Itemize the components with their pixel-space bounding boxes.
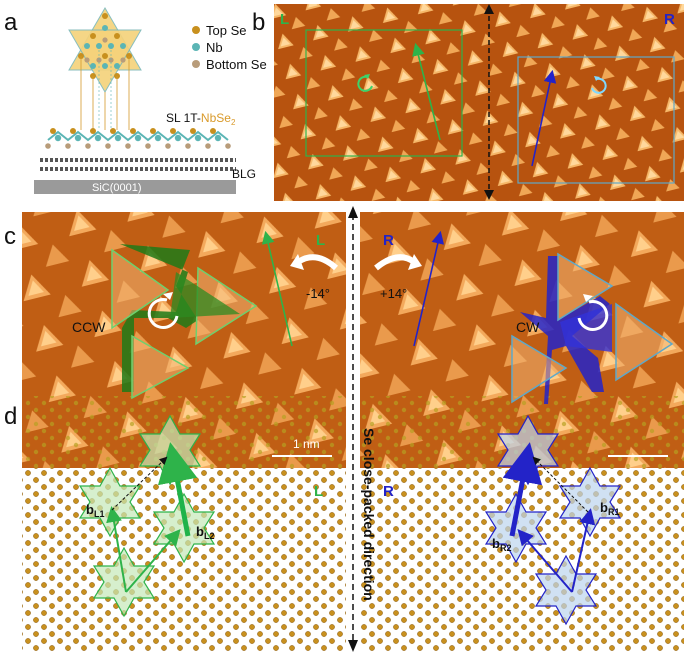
atom-legend: Top Se Nb Bottom Se: [192, 23, 267, 72]
panel-c-letter: c: [4, 223, 16, 250]
blg-label: BLG: [232, 167, 256, 181]
legend-top-se: Top Se: [206, 23, 246, 38]
bL1-label: bL1: [86, 502, 104, 519]
c-right-arrow: [413, 230, 445, 347]
c-rotate-right-icon: [374, 254, 416, 271]
panel-d: d L R bL1 bL2 bR1 bR2: [4, 403, 684, 652]
bR2-label: bR2: [492, 536, 511, 553]
c-cw-icon: [577, 300, 609, 331]
substrate-label: SiC(0001): [92, 182, 142, 194]
panel-b: b L R: [252, 4, 684, 201]
b-right-label: R: [664, 11, 675, 28]
nbse2-side-view: [45, 128, 231, 149]
b-ccw-arrowhead: [364, 74, 370, 79]
panel-d-letter: d: [4, 403, 17, 430]
nb-swatch: [192, 43, 200, 51]
d-right-label: R: [383, 483, 394, 500]
b-divider-bottom-arrow: [484, 190, 494, 200]
central-divider: Se close-packed direction: [348, 206, 377, 652]
b-ccw-icon: [357, 75, 373, 92]
se-lattice-right: [360, 468, 684, 652]
bL-dashed-arrow: [111, 456, 168, 511]
bL1-arrow: [106, 506, 127, 593]
b-left-box: [305, 29, 463, 157]
angle-right: +14°: [380, 286, 407, 301]
legend-nb: Nb: [206, 40, 223, 55]
c-left-arrow: [261, 230, 293, 347]
b-cw-icon: [591, 77, 607, 94]
c-right-label: R: [383, 232, 394, 249]
b-right-arrow: [531, 69, 557, 167]
nbse2-top-view: [68, 7, 142, 130]
bR-sum-arrow: [502, 442, 543, 537]
panel-a: a: [4, 7, 267, 194]
ccw-triangle-motif: [111, 244, 258, 400]
scale-label: 1 nm: [293, 437, 320, 451]
b-cw-arrowhead: [594, 76, 600, 81]
panel-c: c CCW L -14° R +14°: [4, 212, 684, 468]
b-right-box: [517, 56, 675, 184]
bL2-arrow: [125, 528, 181, 593]
bR1-label: bR1: [600, 500, 619, 517]
cw-label: CW: [516, 319, 540, 335]
bottom-se-swatch: [192, 60, 200, 68]
angle-left: -14°: [306, 286, 330, 301]
bR-dashed-arrow: [532, 456, 589, 513]
b-divider-top-arrow: [484, 4, 494, 14]
c-ccw-icon: [147, 298, 179, 329]
cw-triangle-motif: [511, 252, 674, 404]
layer-title: SL 1T-NbSe2: [166, 111, 236, 127]
se-direction-label: Se close-packed direction: [361, 428, 377, 601]
ccw-label: CCW: [72, 319, 106, 335]
sic-substrate: [34, 180, 236, 194]
bR2-arrow: [517, 528, 573, 593]
legend-bottom-se: Bottom Se: [206, 57, 267, 72]
panel-a-letter: a: [4, 9, 18, 36]
stm-image-b: [274, 4, 684, 201]
bR1-arrow: [571, 508, 596, 593]
c-left-label: L: [316, 232, 325, 249]
bL2-label: bL2: [196, 524, 214, 541]
c-rotate-left-icon: [296, 254, 339, 271]
panel-b-letter: b: [252, 9, 265, 36]
bL-sum-arrow: [157, 442, 198, 537]
d-left-label: L: [314, 483, 323, 500]
b-left-label: L: [280, 11, 289, 28]
b-left-arrow: [412, 42, 441, 141]
bilayer-graphene: [40, 158, 236, 171]
top-se-swatch: [192, 26, 200, 34]
